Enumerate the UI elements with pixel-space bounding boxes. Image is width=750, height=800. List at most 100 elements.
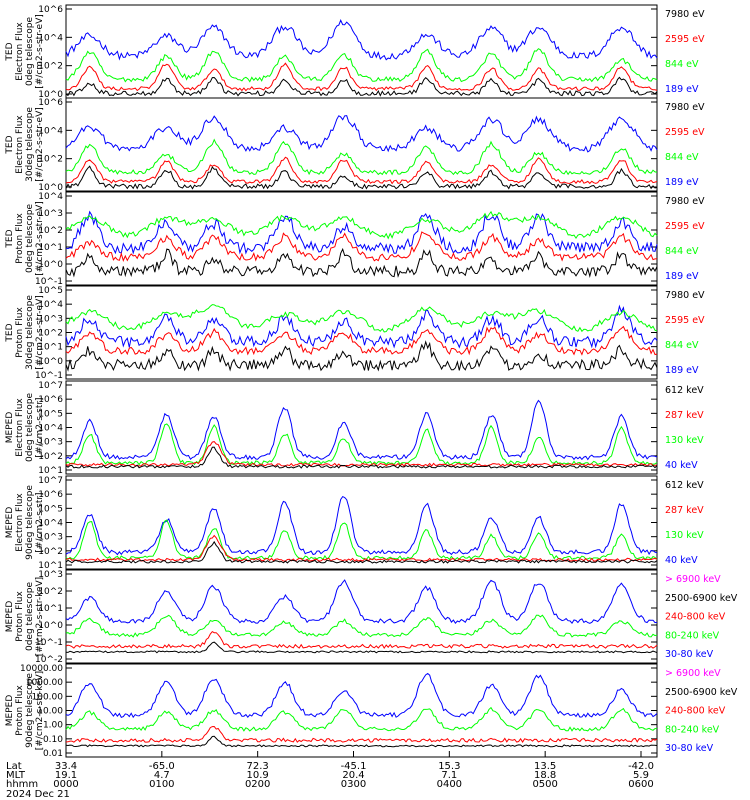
- y-tick-label: 10^-1: [35, 371, 63, 381]
- y-tick-label: 10^0: [38, 90, 63, 100]
- series-line: [65, 325, 658, 356]
- y-axis-label-line: 30deg telescope: [25, 295, 35, 370]
- legend-entry: 40 keV: [665, 460, 698, 471]
- y-axis-label-line: Electron Flux: [15, 22, 25, 81]
- x-lat-label: 72.3: [247, 761, 269, 772]
- y-tick-label: 10^5: [38, 504, 63, 514]
- y-tick-label: 10^-1: [35, 638, 63, 648]
- series-line: [65, 156, 658, 185]
- y-tick-label: 10^2: [38, 329, 63, 339]
- series-line: [65, 672, 658, 719]
- series-line: [65, 706, 658, 732]
- series-line: [65, 48, 658, 83]
- legend-entry: 2595 eV: [665, 315, 705, 326]
- series-line: [65, 115, 658, 153]
- y-axis-label-line: 0deg telescope: [25, 393, 35, 463]
- x-mlt-label: 19.1: [55, 770, 77, 781]
- y-axis-label-line: 0deg telescope: [25, 204, 35, 274]
- y-tick-label: 10^5: [38, 409, 63, 419]
- legend-entry: 2595 eV: [665, 34, 705, 45]
- panel-6: 10^7 10^6 10^5 10^4 10^3 10^2 10^1 MEPED Electro…: [5, 475, 704, 571]
- y-tick-label: 10^3: [38, 209, 63, 219]
- y-axis-label-line: [#/cm2-s-str-eV]: [35, 295, 45, 370]
- y-axis-label-line: Proton Flux: [15, 685, 25, 736]
- series-line: [65, 441, 657, 467]
- legend-entry: 2595 eV: [665, 221, 705, 232]
- y-tick-label: 10^0: [38, 183, 63, 193]
- y-axis-label-line: Electron Flux: [15, 493, 25, 552]
- panel-frame: [65, 475, 658, 570]
- y-axis-label-line: 0deg telescope: [25, 582, 35, 652]
- x-hhmm-label: 0400: [437, 779, 462, 790]
- legend-entry: 2500-6900 keV: [665, 593, 738, 604]
- y-axis-label-line: MEPED: [5, 412, 15, 444]
- y-tick-label: 10^3: [38, 570, 63, 580]
- x-lat-label: 33.4: [55, 761, 77, 772]
- y-tick-label: 1.00: [43, 721, 63, 731]
- x-hhmm-label: 0500: [532, 779, 557, 790]
- y-axis-label-line: [#/cm2-s-str]: [35, 397, 45, 457]
- legend-entry: 30-80 keV: [665, 743, 714, 754]
- legend-entry: 287 keV: [665, 410, 704, 421]
- x-hhmm-label: 0200: [245, 779, 270, 790]
- x-lat-label: -65.0: [149, 761, 175, 772]
- panel-1: 10^6 10^4 10^2 10^0 TED Electron Flux 0deg tel…: [5, 4, 705, 100]
- y-tick-label: 1000.00: [26, 678, 63, 688]
- panel-frame: [65, 4, 658, 99]
- y-tick-label: 10^2: [38, 226, 63, 236]
- legend-entry: 189 eV: [665, 84, 699, 95]
- y-tick-label: 10^1: [38, 466, 63, 476]
- x-hhmm-label: 0000: [53, 779, 78, 790]
- legend-entry: 80-240 keV: [665, 630, 720, 641]
- y-tick-label: 10^4: [38, 519, 63, 529]
- x-lat-label: -45.1: [341, 761, 367, 772]
- series-line: [65, 231, 658, 262]
- y-tick-label: 10^-2: [35, 655, 63, 665]
- panel-frame: [65, 569, 658, 664]
- series-line: [65, 210, 658, 240]
- legend-entry: 612 keV: [665, 480, 704, 491]
- y-tick-label: 10^2: [38, 452, 63, 462]
- legend-entry: 844 eV: [665, 59, 699, 70]
- y-tick-label: 10^1: [38, 561, 63, 571]
- legend-entry: 2595 eV: [665, 127, 705, 138]
- y-tick-label: 10^4: [38, 126, 63, 136]
- y-tick-label: 10.00: [37, 707, 63, 717]
- y-tick-label: 10^6: [38, 5, 63, 15]
- y-tick-label: 10^0: [38, 260, 63, 270]
- series-line: [65, 614, 658, 638]
- legend-entry: 80-240 keV: [665, 724, 720, 735]
- y-axis-label-line: 90deg telescope: [25, 673, 35, 748]
- y-tick-label: 10^4: [38, 33, 63, 43]
- series-line: [65, 540, 658, 564]
- panel-3: 10^4 10^3 10^2 10^1 10^0 10^-1 TED Proton Flux 0…: [5, 191, 705, 287]
- series-line: [65, 641, 658, 654]
- y-tick-label: 100.00: [32, 692, 64, 702]
- panel-frame: [65, 191, 658, 286]
- y-tick-label: 10^0: [38, 621, 63, 631]
- y-axis-label-line: [#/cm2-s-str]: [35, 492, 45, 552]
- series-line: [65, 725, 658, 743]
- y-tick-label: 10^6: [38, 98, 63, 108]
- legend-entry: 30-80 keV: [665, 649, 714, 660]
- y-axis-label-line: MEPED: [5, 695, 15, 727]
- series-line: [65, 165, 658, 190]
- y-tick-label: 10000.00: [20, 664, 63, 674]
- legend-entry: 130 keV: [665, 530, 704, 541]
- y-tick-label: 10^3: [38, 314, 63, 324]
- y-tick-label: 10^3: [38, 533, 63, 543]
- y-tick-label: 10^6: [38, 395, 63, 405]
- y-axis-label-line: [#/cm2-s-str-eV]: [35, 201, 45, 276]
- x-row-label-mlt: MLT: [6, 770, 26, 781]
- series-line: [65, 340, 658, 372]
- y-axis-label-line: [#/cm2-s-str-eV]: [35, 107, 45, 182]
- x-mlt-label: 18.8: [534, 770, 556, 781]
- legend-entry: 612 keV: [665, 385, 704, 396]
- y-tick-label: 10^3: [38, 438, 63, 448]
- panel-2: 10^6 10^4 10^2 10^0 TED Electron Flux 30deg te…: [5, 97, 705, 193]
- series-line: [65, 495, 658, 556]
- y-axis-label-line: [#/cm2-s-str-keV]: [35, 671, 45, 750]
- panel-frame: [65, 663, 658, 758]
- y-tick-label: 10^-1: [35, 277, 63, 287]
- y-tick-label: 10^4: [38, 192, 63, 202]
